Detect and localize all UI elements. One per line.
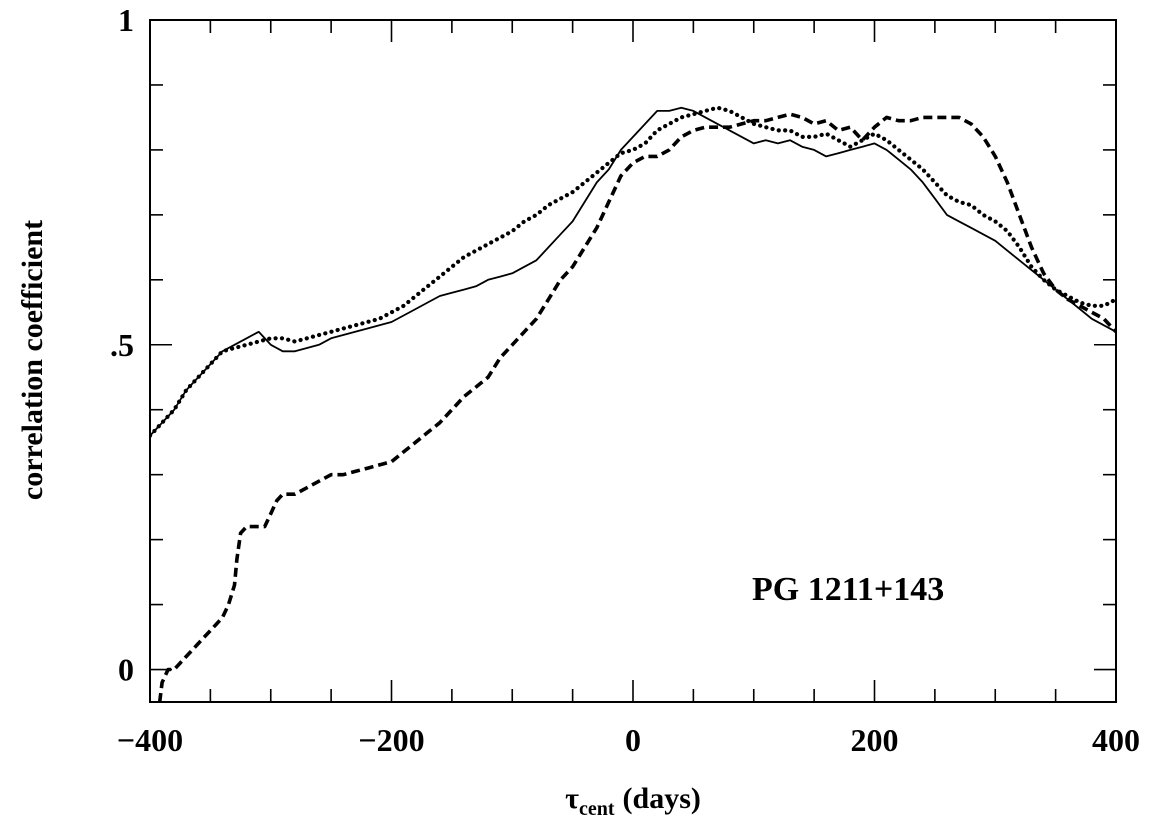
y-tick-label: .5 (110, 327, 134, 363)
series-line-dashed (157, 112, 1116, 702)
x-axis-label-subscript: cent (579, 798, 615, 819)
x-tick-label: 200 (851, 722, 899, 758)
x-axis-label-unit: (days) (623, 782, 701, 815)
x-tick-label: −200 (358, 722, 424, 758)
x-axis-label-symbol: τ (565, 782, 579, 815)
tick-labels: −400 −200 0 200 400 0 .5 1 (110, 2, 1140, 758)
plot-frame (149, 19, 1117, 703)
x-tick-label: 400 (1092, 722, 1140, 758)
x-tick-label: −400 (117, 722, 183, 758)
series-layer (150, 105, 1116, 702)
series-line-solid (150, 106, 1116, 437)
y-tick-label: 0 (118, 652, 134, 688)
y-tick-label: 1 (118, 2, 134, 38)
chart-annotation: PG 1211+143 (752, 571, 944, 608)
axis-ticks (149, 19, 1117, 702)
x-tick-label: 0 (625, 722, 641, 758)
series-line-dotted (150, 105, 1116, 438)
y-axis-label: correlation coefficient (16, 220, 49, 500)
x-axis-label: τcent (days) (565, 782, 701, 819)
